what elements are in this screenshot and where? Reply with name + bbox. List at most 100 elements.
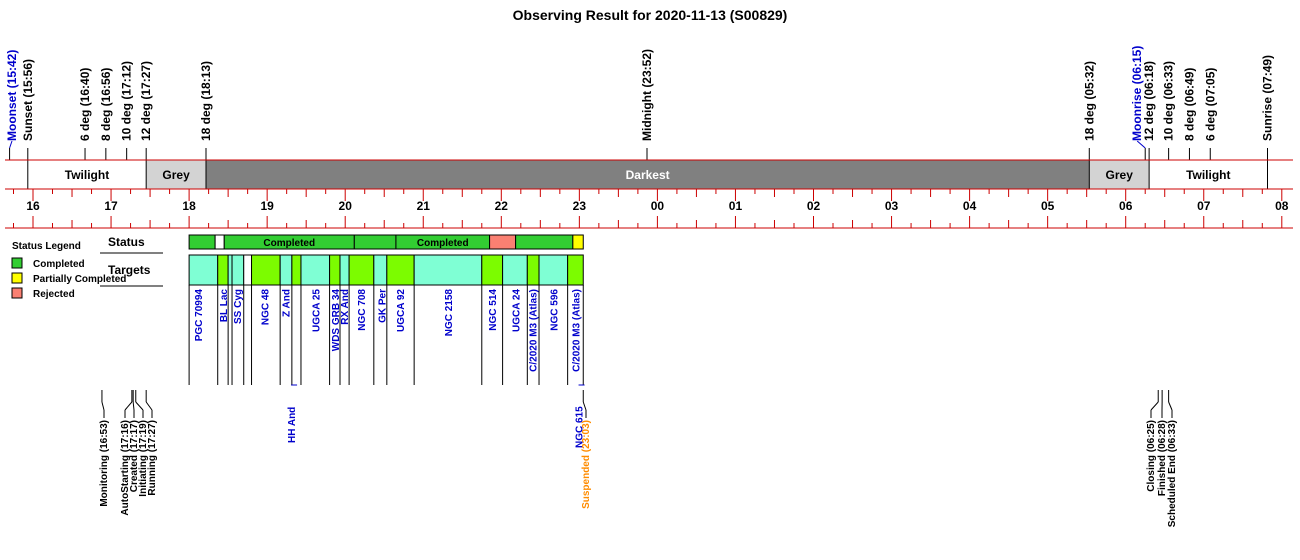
- status-row: Completed Completed: [100, 234, 584, 287]
- target-name: NGC 2158: [444, 289, 455, 337]
- hour-tick-label: 00: [651, 199, 665, 213]
- status-segment: [515, 234, 574, 250]
- hour-tick-label: 17: [104, 199, 118, 213]
- sky-bands: Twilight Grey Darkest Grey Twilight: [5, 159, 1293, 190]
- target-name: SS Cyg: [233, 289, 244, 324]
- hour-tick-label: 04: [963, 199, 977, 213]
- target-name: NGC 514: [488, 289, 499, 331]
- status-segment: [572, 234, 584, 250]
- sky-band: [27, 160, 147, 189]
- top-event-label: 12 deg (06:18): [1142, 61, 1156, 141]
- top-event-label: 18 deg (18:13): [199, 61, 213, 141]
- hour-tick-label: 06: [1119, 199, 1133, 213]
- top-event-label: 8 deg (16:56): [99, 68, 113, 141]
- target-segment: [386, 254, 415, 286]
- hour-tick-label: 05: [1041, 199, 1055, 213]
- chart-title: Observing Result for 2020-11-13 (S00829): [513, 7, 788, 23]
- status-segment: [188, 234, 216, 250]
- hour-tick-label: 20: [339, 199, 353, 213]
- sky-band: [1149, 160, 1268, 189]
- event-markers: Monitoring (16:53) AutoStarting (17:16)Cr…: [99, 390, 1178, 527]
- target-name: UGCA 24: [512, 289, 523, 332]
- hour-tick-label: 02: [807, 199, 821, 213]
- target-segment: [188, 254, 219, 286]
- sky-band-label: Darkest: [626, 168, 670, 182]
- target-name: UGCA 92: [396, 289, 407, 332]
- status-segment-label: Completed: [417, 238, 469, 249]
- target-name: C/2020 M3 (Atlas): [571, 289, 582, 372]
- event-label: Closing (06:25): [1146, 420, 1157, 492]
- event-leader: [1150, 401, 1159, 411]
- top-event-label: 6 deg (07:05): [1203, 68, 1217, 141]
- target-name: HH And: [287, 407, 298, 443]
- target-segment: [231, 254, 245, 286]
- hour-tick-label: 08: [1275, 199, 1289, 213]
- event-label: Suspended (23:03): [581, 420, 592, 509]
- sky-band: [146, 160, 207, 189]
- target-name: NGC 48: [261, 289, 272, 326]
- event-label: Created (17:17): [129, 420, 140, 492]
- target-name: RX And: [340, 289, 351, 325]
- status-legend: Status Legend Completed Partially Complete…: [11, 241, 126, 300]
- targets-row-label: Targets: [108, 263, 151, 277]
- status-segment: [489, 234, 517, 250]
- target-segment: [300, 254, 331, 286]
- top-event-label: 6 deg (16:40): [78, 68, 92, 141]
- status-row-label: Status: [108, 235, 145, 249]
- top-event-label: Sunset (15:56): [21, 59, 35, 141]
- event-leader: [124, 401, 133, 411]
- event-leader: [1168, 401, 1173, 411]
- top-event-label: Midnight (23:52): [640, 49, 654, 141]
- top-event-label: Moonrise (06:15): [1130, 46, 1144, 141]
- event-leader: [101, 401, 105, 411]
- top-events: Moonset (15:42) Sunset (15:56) 6 deg (16:4…: [5, 46, 1274, 160]
- target-segment: [348, 254, 375, 286]
- legend-swatch: [11, 287, 23, 299]
- legend-item-label: Partially Completed: [33, 274, 126, 285]
- target-segment: [373, 254, 388, 286]
- top-event-leader: [1136, 140, 1146, 149]
- target-name: NGC 615: [575, 406, 586, 448]
- event-leader: [145, 401, 153, 411]
- sky-band-label: Grey: [1106, 168, 1134, 182]
- target-name: Z And: [281, 289, 292, 317]
- target-name: WDS GRB 34: [331, 289, 342, 352]
- top-event-label: 10 deg (06:33): [1162, 61, 1176, 141]
- target-segment: [243, 254, 253, 286]
- legend-item-label: Completed: [33, 259, 85, 270]
- event-label: Scheduled End (06:33): [1167, 420, 1178, 527]
- event-leader: [582, 401, 587, 411]
- event-label: Running (17:27): [147, 420, 158, 496]
- status-segment: [214, 234, 225, 250]
- legend-swatch: [11, 272, 23, 284]
- hour-tick-label: 22: [495, 199, 509, 213]
- target-segment: [279, 254, 293, 286]
- top-event-leader: [9, 140, 13, 149]
- event-leader: [135, 401, 144, 411]
- event-label: Initiating (17:19): [138, 420, 149, 497]
- target-segment: [329, 254, 341, 286]
- top-event-label: Sunrise (07:49): [1260, 55, 1274, 141]
- event-label: AutoStarting (17:16): [120, 420, 131, 516]
- target-segment: [526, 254, 540, 286]
- sky-band-label: Twilight: [1186, 168, 1230, 182]
- top-event-label: 12 deg (17:27): [139, 61, 153, 141]
- target-segment: [538, 254, 569, 286]
- target-segment: [251, 254, 281, 286]
- status-segment: [353, 234, 397, 250]
- target-name: GK Per: [378, 289, 389, 323]
- target-names: PGC 70994 BL Lac SS Cyg NGC 48 Z And HH And UG…: [194, 289, 585, 448]
- target-name: C/2020 M3 (Atlas): [529, 289, 540, 372]
- hour-tick-label: 23: [573, 199, 587, 213]
- legend-title: Status Legend: [12, 241, 81, 252]
- target-name: BL Lac: [219, 289, 230, 323]
- targets-row: [188, 254, 584, 385]
- sky-band: [1089, 160, 1150, 189]
- target-name: PGC 70994: [194, 289, 205, 342]
- status-segment-label: Completed: [263, 238, 315, 249]
- sky-band-label: Twilight: [65, 168, 109, 182]
- top-event-label: 18 deg (05:32): [1082, 61, 1096, 141]
- hour-tick-label: 19: [260, 199, 274, 213]
- hour-axis: 16 17 18 19 20 21 22 23 00 01 02 03 04 05 06 07 08: [5, 189, 1293, 229]
- top-event-label: 8 deg (06:49): [1182, 68, 1196, 141]
